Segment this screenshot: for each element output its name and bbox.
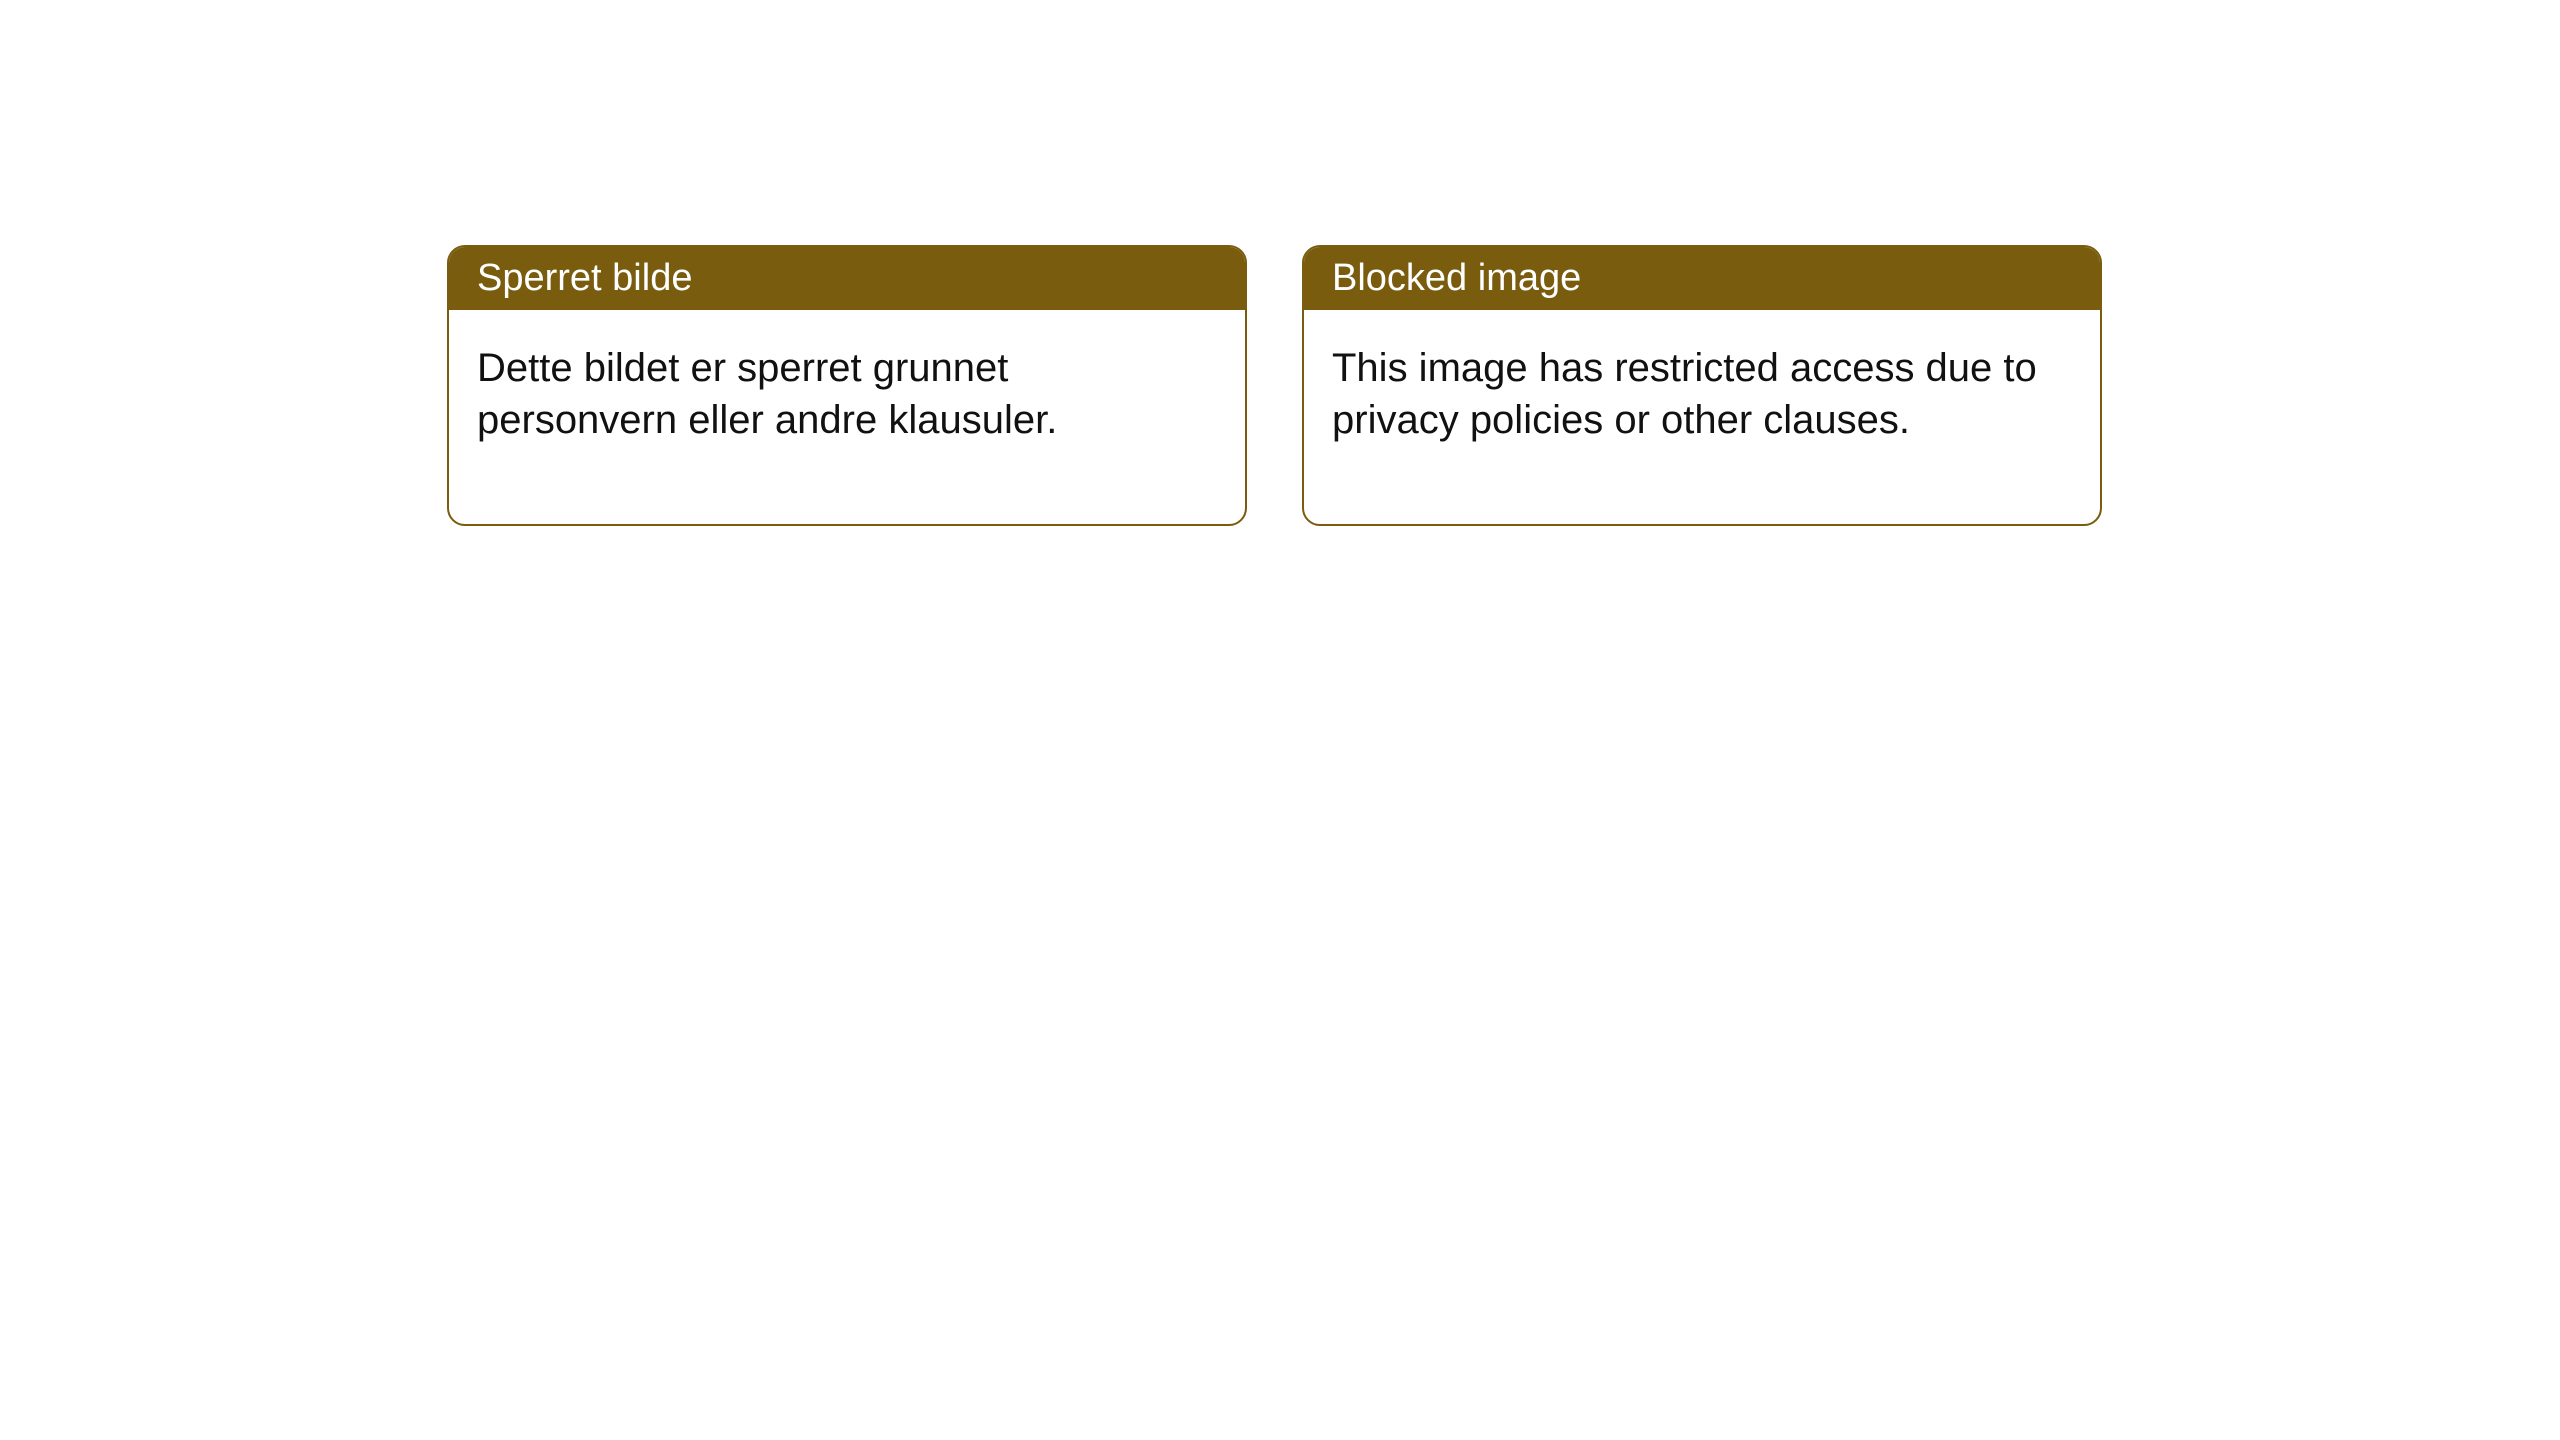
- notice-container: Sperret bilde Dette bildet er sperret gr…: [447, 245, 2560, 526]
- notice-title: Sperret bilde: [449, 247, 1245, 310]
- notice-card-norwegian: Sperret bilde Dette bildet er sperret gr…: [447, 245, 1247, 526]
- notice-card-english: Blocked image This image has restricted …: [1302, 245, 2102, 526]
- notice-body: Dette bildet er sperret grunnet personve…: [449, 310, 1245, 524]
- notice-title: Blocked image: [1304, 247, 2100, 310]
- notice-body: This image has restricted access due to …: [1304, 310, 2100, 524]
